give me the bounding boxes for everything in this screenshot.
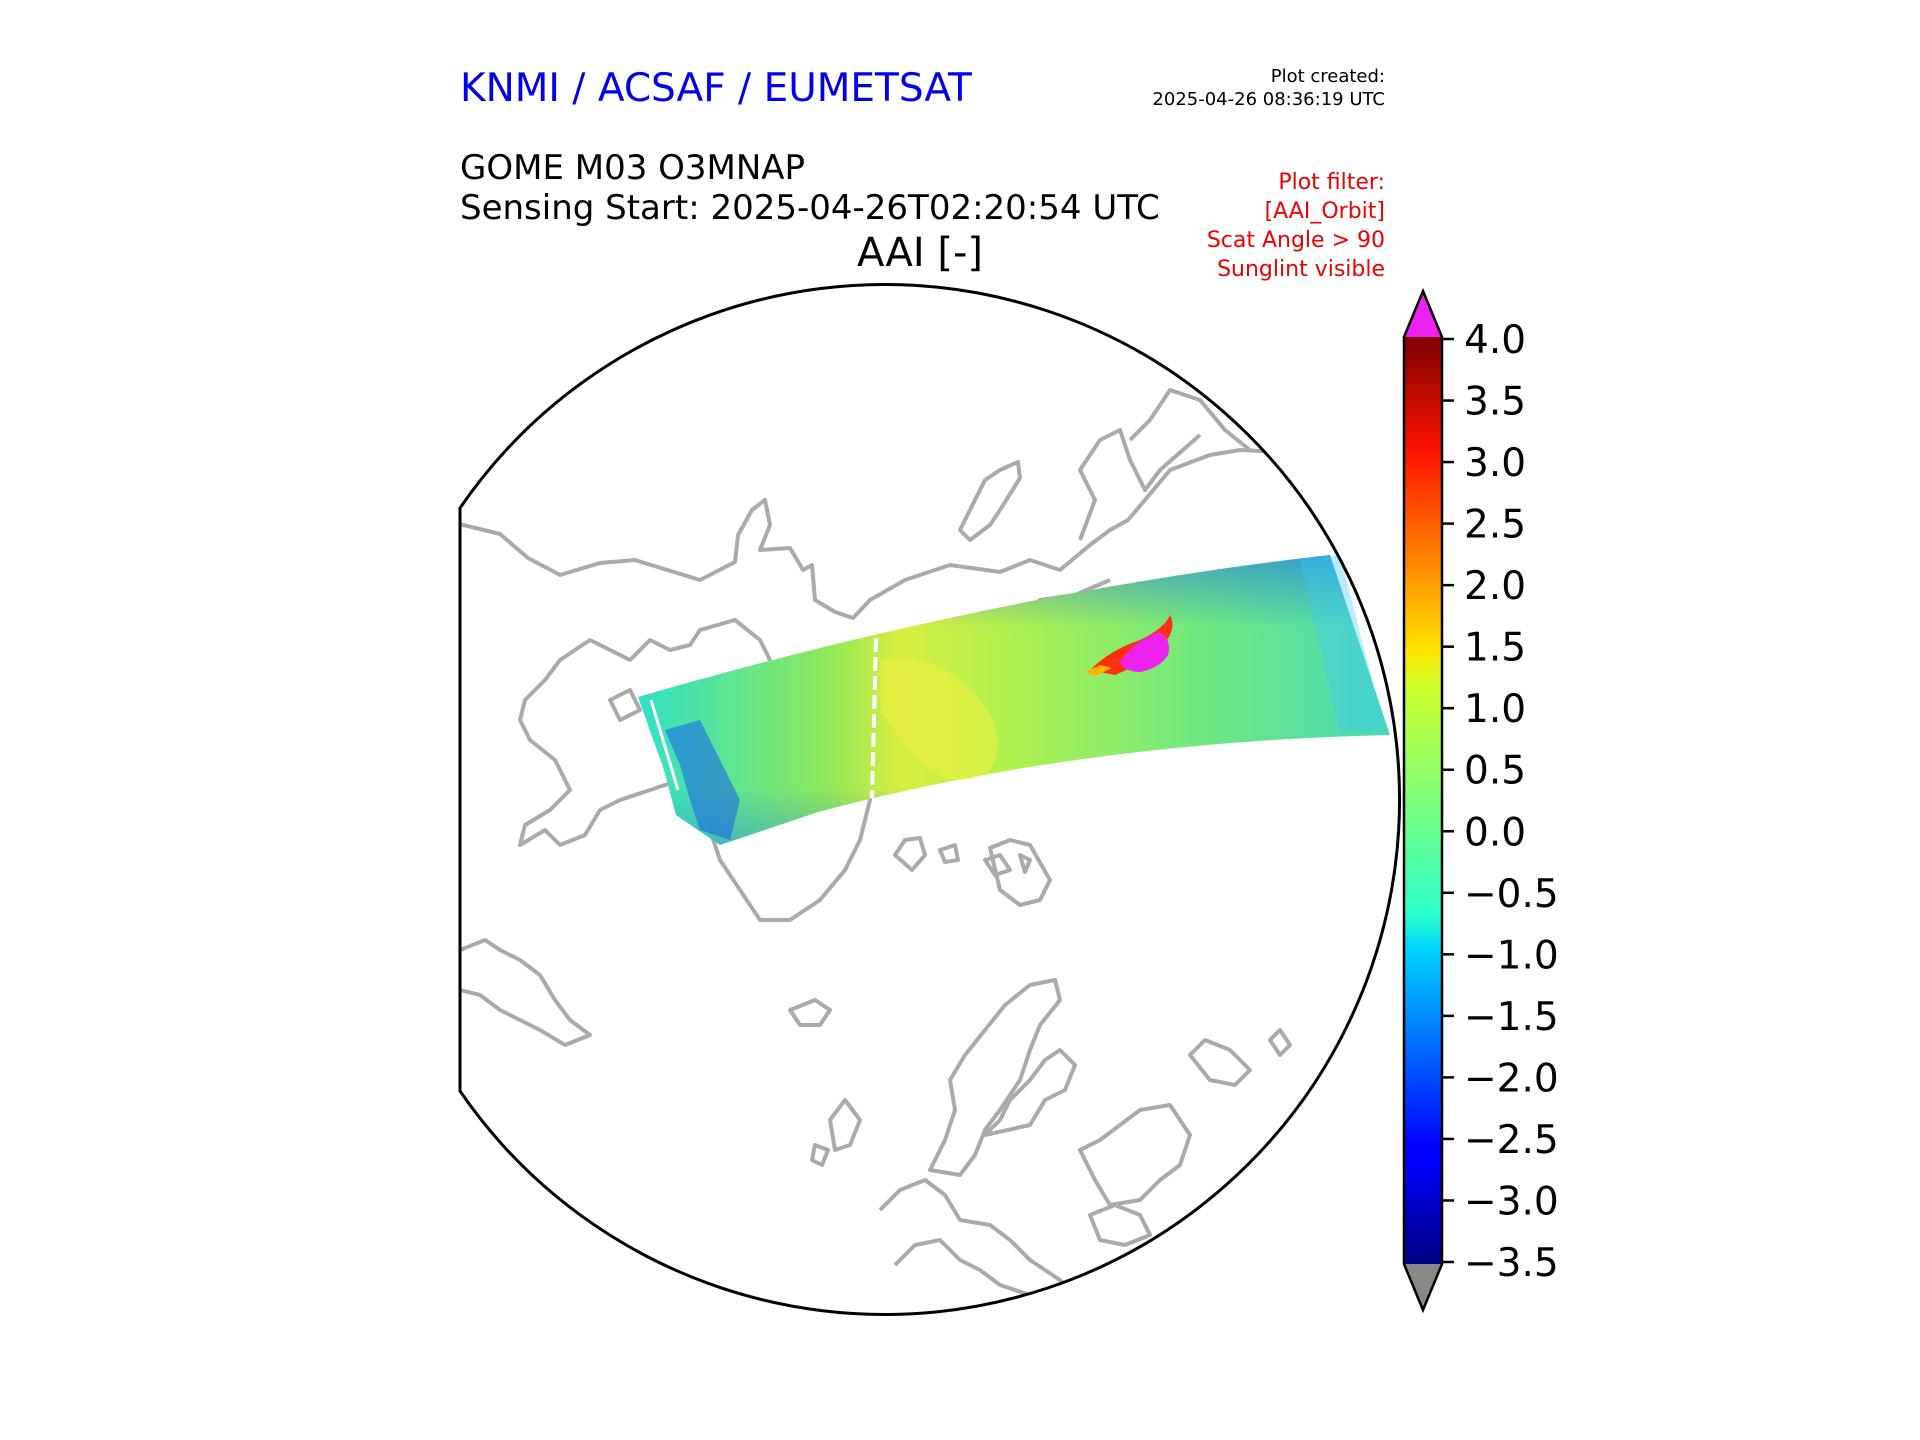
colorbar-tick-label: 1.5	[1464, 626, 1526, 671]
coastline-europe-east	[1078, 1103, 1192, 1207]
colorbar-tick-label: −2.0	[1464, 1056, 1559, 1101]
coastline-black-sea	[1088, 1203, 1152, 1247]
swath-low-aai	[665, 720, 740, 840]
colorbar-ticks: 4.0 3.5 3.0 2.5 2.0 1.5 1.0 0.5 0.0 −0.5 −1.0 −1.5 −…	[1442, 318, 1559, 1286]
aai-plume-tail	[1085, 665, 1112, 676]
plot-created-label: Plot created:	[1270, 66, 1385, 87]
colorbar-tick-label: −0.5	[1464, 872, 1559, 917]
colorbar-tick-label: 2.5	[1464, 503, 1526, 548]
sensing-start: Sensing Start: 2025-04-26T02:20:54 UTC	[460, 188, 1160, 228]
swath-gap-edge	[649, 699, 680, 791]
plot-filter: Plot filter: [AAI_Orbit] Scat Angle > 90…	[1207, 168, 1385, 284]
coastline-mediterranean	[893, 1238, 1052, 1315]
coastline-novaya-zemlya	[958, 460, 1022, 542]
coastline-scandinavia	[928, 978, 1062, 1177]
coastline-baltic	[983, 1048, 1077, 1137]
swath-right-band	[1300, 555, 1385, 732]
colorbar: 4.0 3.5 3.0 2.5 2.0 1.5 1.0 0.5 0.0 −0.5 −1.0 −1.5 −…	[1402, 287, 1559, 1314]
plot-filter-line: Sunglint visible	[1217, 257, 1385, 282]
colorbar-tick-label: 0.5	[1464, 749, 1526, 794]
colorbar-tick-label: 3.5	[1464, 380, 1526, 425]
map-boundary	[458, 283, 1401, 1316]
coastline-siberia	[460, 413, 1362, 620]
colorbar-tick-label: −1.0	[1464, 933, 1559, 978]
colorbar-tick-label: −2.5	[1464, 1118, 1559, 1163]
aai-plume-outer	[1090, 615, 1173, 675]
colorbar-tick-label: 0.0	[1464, 810, 1526, 855]
colorbar-outline	[1402, 287, 1444, 1314]
colorbar-tick-label: 4.0	[1464, 318, 1526, 363]
coastline-caspian	[1188, 1038, 1252, 1087]
colorbar-tick-label: 3.0	[1464, 441, 1526, 486]
coastline-iceland	[788, 998, 832, 1027]
coastline-alaska	[460, 938, 592, 1047]
coastline-chukotka	[1078, 428, 1202, 541]
product-title: GOME M03 O3MNAP	[460, 148, 806, 188]
colorbar-tick-label: 1.0	[1464, 687, 1526, 732]
plot-filter-label: Plot filter:	[1278, 170, 1385, 195]
colorbar-extend-over	[1404, 291, 1442, 337]
coastline-aral	[1268, 1028, 1292, 1057]
coastline-kamchatka	[1128, 388, 1252, 452]
colorbar-tick-label: −3.0	[1464, 1179, 1559, 1224]
aai-plume-core	[1120, 632, 1169, 672]
orbit-swath	[638, 555, 1390, 845]
colorbar-tick-label: 2.0	[1464, 564, 1526, 609]
colorbar-body	[1404, 337, 1442, 1264]
coastline-franz-josef	[983, 853, 1032, 877]
plot-created-time: 2025-04-26 08:36:19 UTC	[1152, 89, 1385, 110]
colorbar-extend-under	[1404, 1264, 1442, 1310]
coastline-british-isles	[810, 1098, 862, 1167]
coastline-svalbard	[893, 836, 960, 872]
plot-filter-line: Scat Angle > 90	[1206, 228, 1385, 253]
map-area	[460, 388, 1390, 1315]
plot-filter-line: [AAI_Orbit]	[1264, 199, 1385, 224]
swath-gap-line	[870, 637, 878, 799]
plot-created: Plot created: 2025-04-26 08:36:19 UTC	[1152, 65, 1385, 111]
colorbar-tick-label: −1.5	[1464, 995, 1559, 1040]
swath-yellow-band	[880, 658, 998, 780]
organization-title: KNMI / ACSAF / EUMETSAT	[460, 66, 972, 111]
swath-edge-shade	[638, 555, 1390, 845]
coastline-europe-west	[878, 1178, 1082, 1302]
coastlines	[460, 388, 1362, 1315]
variable-label: AAI [-]	[857, 230, 983, 276]
coastline-severnaya	[988, 838, 1052, 907]
colorbar-tick-label: −3.5	[1464, 1241, 1559, 1286]
